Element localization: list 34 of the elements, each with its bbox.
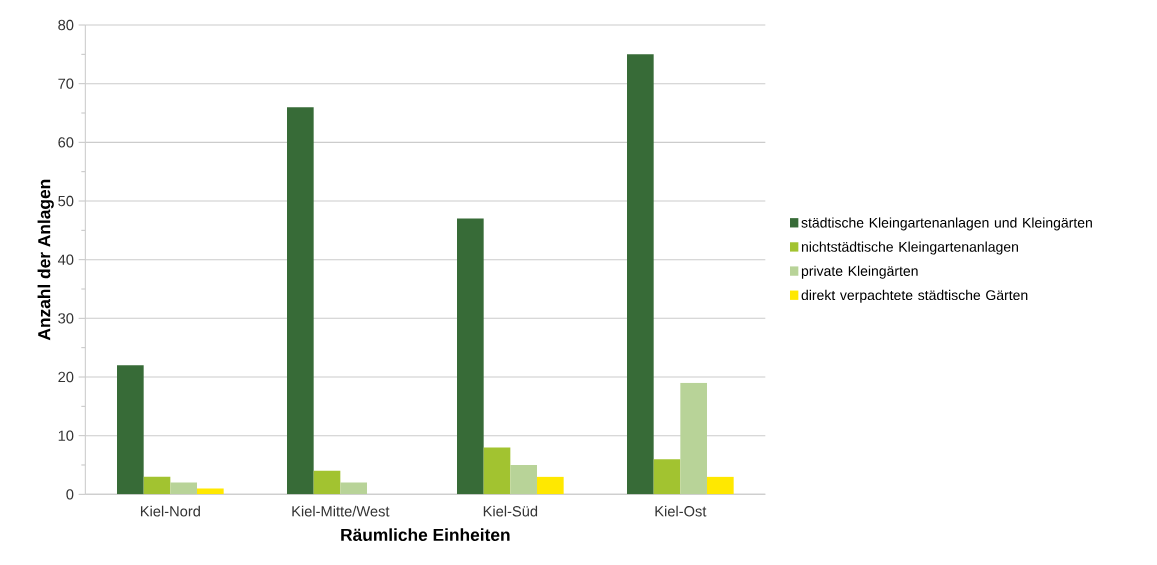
bar <box>143 476 171 495</box>
bar <box>627 54 654 495</box>
y-tick-label: 30 <box>58 313 74 324</box>
y-tick-label: 80 <box>58 19 74 31</box>
legend-label: private Kleingärten <box>801 265 918 279</box>
y-tick-label: 50 <box>58 195 74 207</box>
bar <box>510 465 538 495</box>
bar <box>457 218 484 495</box>
bar <box>707 476 734 495</box>
x-tick-label: Kiel-Ost <box>655 505 707 517</box>
y-axis-title: Anzahl der Anlagen <box>37 179 54 341</box>
y-tick-label: 0 <box>66 489 74 500</box>
bar <box>117 365 144 495</box>
bar <box>313 470 341 495</box>
y-tick-label: 10 <box>58 430 74 441</box>
legend-label: städtische Kleingartenanlagen und Kleingärten <box>801 217 1092 231</box>
bar <box>170 482 197 495</box>
y-tick-label: 70 <box>58 78 74 89</box>
x-tick-label: Kiel-Nord <box>140 505 200 517</box>
bar <box>197 488 224 495</box>
x-tick-label: Kiel-Mitte/West <box>292 505 390 517</box>
y-tick-label: 40 <box>57 254 74 265</box>
bar <box>287 107 314 495</box>
bar <box>653 459 681 495</box>
y-tick-label: 20 <box>58 371 74 383</box>
x-tick-label: Kiel-Süd <box>483 505 538 517</box>
legend-label: direkt verpachtete städtische Gärten <box>801 289 1028 303</box>
bar <box>340 482 367 495</box>
legend-label: nichtstädtische Kleingartenanlagen <box>801 241 1018 255</box>
y-tick-label: 60 <box>58 137 74 148</box>
bar <box>680 382 707 495</box>
x-axis-title: Räumliche Einheiten <box>341 528 510 542</box>
bar <box>537 476 564 495</box>
bar <box>483 447 511 495</box>
